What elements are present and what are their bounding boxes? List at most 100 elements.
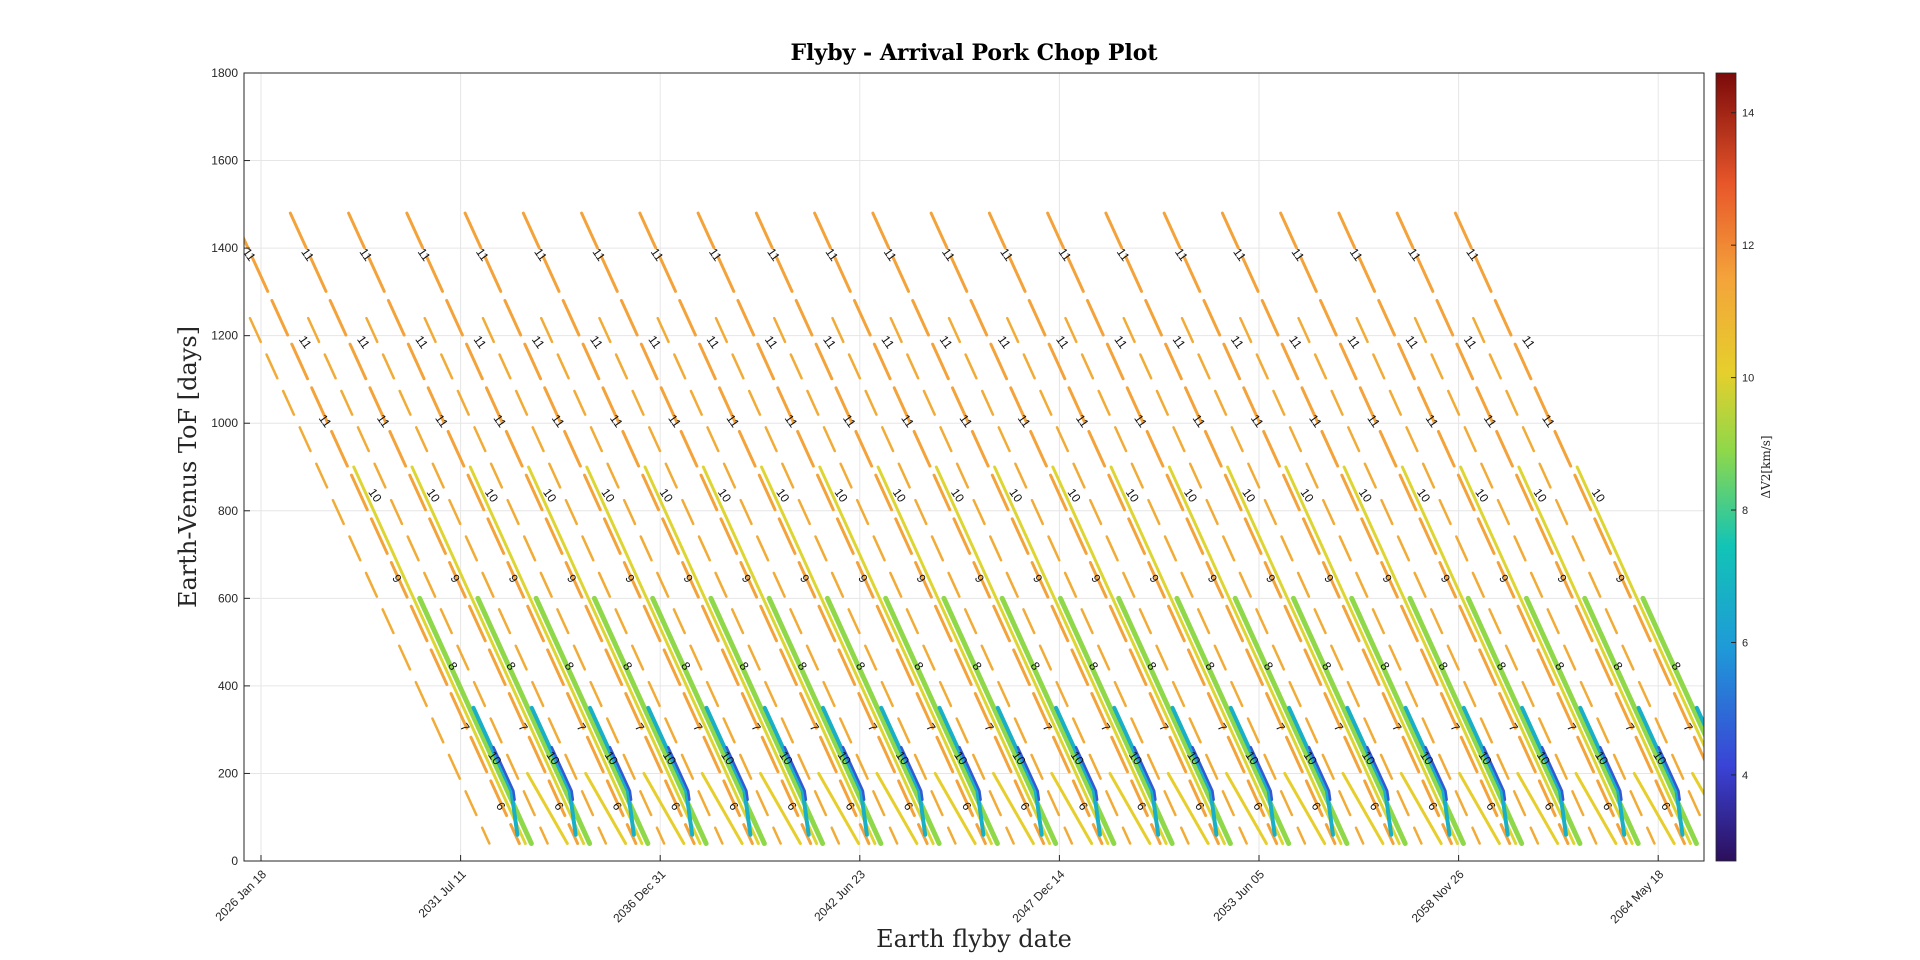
contour-line-10 <box>1284 465 1459 845</box>
contour-line-11 <box>1046 211 1337 845</box>
contour-line-6 <box>1112 705 1161 837</box>
contour-line-11 <box>1279 211 1570 845</box>
contour-line-6 <box>646 705 695 837</box>
contour-line-4 <box>899 745 924 801</box>
contour-label: 7 <box>865 721 880 735</box>
contour-line-4 <box>492 745 516 801</box>
contour-line-10 <box>352 465 527 845</box>
contour-line-4 <box>1016 745 1041 801</box>
y-tick-label: 1000 <box>211 416 238 430</box>
contour-label: 11 <box>1481 412 1500 431</box>
contour-bands <box>244 211 1791 846</box>
contour-line-4 <box>1074 745 1099 801</box>
contour-label: 11 <box>1539 412 1558 431</box>
contour-line-4 <box>1540 745 1565 801</box>
y-tick-label: 400 <box>218 679 238 693</box>
contour-label: 11 <box>898 412 917 431</box>
contour-line-4 <box>1657 745 1681 801</box>
contour-line-11b <box>831 316 1074 845</box>
contour-line-11b <box>539 316 782 845</box>
contour-line-4 <box>725 745 749 801</box>
contour-label: 11 <box>840 412 859 431</box>
contour-line-tail <box>1691 771 1704 797</box>
contour-line-6 <box>1636 705 1685 837</box>
colorbar-tick-label: 8 <box>1742 505 1748 517</box>
contour-label: 11 <box>491 412 510 431</box>
contour-label: 7 <box>1273 721 1288 735</box>
contour-line-11b <box>1297 316 1540 845</box>
x-tick-label: 2026 Jan 18 <box>213 867 270 924</box>
y-tick-label: 1600 <box>211 154 238 168</box>
contour-line-6 <box>937 705 986 837</box>
contour-line-11 <box>754 211 1046 845</box>
y-tick-label: 1200 <box>211 329 238 343</box>
contour-line-tail <box>642 771 686 845</box>
colorbar <box>1715 72 1737 862</box>
contour-line-11 <box>987 211 1279 845</box>
contour-line-11 <box>1104 211 1395 845</box>
contour-line-11b <box>598 316 841 845</box>
contour-label: 7 <box>457 721 472 735</box>
contour-line-11 <box>696 211 987 845</box>
x-tick-label: 2042 Jun 23 <box>811 867 868 924</box>
contour-line-11b <box>365 316 608 845</box>
y-tick-label: 200 <box>218 766 238 780</box>
contour-line-11 <box>244 235 521 845</box>
contour-line-6 <box>529 705 578 837</box>
colorbar-tick-label: 4 <box>1742 770 1748 782</box>
contour-label: 11 <box>1073 412 1092 431</box>
contour-label: 7 <box>1680 721 1695 735</box>
y-tick-label: 600 <box>218 591 238 605</box>
contour-line-11b <box>423 316 666 845</box>
contour-line-11b <box>481 316 724 845</box>
contour-line-tail <box>1632 771 1676 845</box>
x-tick-label: 2031 Jul 11 <box>416 867 469 920</box>
contour-line-10 <box>1575 465 1704 750</box>
contour-line-10 <box>1342 465 1518 845</box>
contour-line-8 <box>1640 595 1704 739</box>
contour-line-tail <box>1457 771 1501 845</box>
contour-line-6 <box>1578 705 1627 837</box>
contour-label: 11 <box>1131 412 1150 431</box>
contour-line-11b <box>306 316 549 845</box>
contour-line-10 <box>1400 465 1576 845</box>
contour-line-6 <box>762 705 811 837</box>
contour-line-11b <box>656 316 899 845</box>
contour-line-4 <box>1482 745 1507 801</box>
y-tick-label: 800 <box>218 504 238 518</box>
contour-line-6 <box>1520 705 1568 837</box>
contour-line-4 <box>841 745 866 801</box>
contour-line-4 <box>1307 745 1332 801</box>
contour-line-11b <box>772 316 1015 845</box>
contour-line-11 <box>929 211 1220 845</box>
contour-line-11b <box>714 316 957 845</box>
contour-line-6 <box>1403 705 1452 837</box>
contour-line-6 <box>1054 705 1102 837</box>
contour-line-6 <box>1345 705 1394 837</box>
contour-label: 7 <box>1564 721 1579 735</box>
contour-line-tail <box>1108 771 1152 845</box>
contour-line-10 <box>410 465 586 845</box>
contour-label: 7 <box>1447 721 1462 735</box>
contour-line-tail <box>1283 771 1327 845</box>
contour-line-6 <box>1170 705 1219 837</box>
contour-label: 11 <box>432 412 451 431</box>
contour-line-6 <box>1228 705 1277 837</box>
contour-line-tail <box>1751 773 1791 843</box>
contour-label: 7 <box>923 721 938 735</box>
contour-line-6 <box>1287 705 1335 837</box>
contour-line-6 <box>588 705 636 837</box>
contour-line-4 <box>1424 745 1448 801</box>
x-tick-label: 2058 Nov 26 <box>1409 867 1467 925</box>
contour-line-10 <box>701 465 877 845</box>
contour-line-10 <box>760 465 935 845</box>
contour-label: 7 <box>1622 721 1637 735</box>
contour-line-tail <box>1399 771 1443 845</box>
contour-line-11b <box>1413 316 1656 845</box>
contour-label: 11 <box>782 412 801 431</box>
colorbar-tick-label: 10 <box>1742 373 1754 385</box>
contour-line-6 <box>821 705 869 837</box>
y-tick-label: 1400 <box>211 241 238 255</box>
